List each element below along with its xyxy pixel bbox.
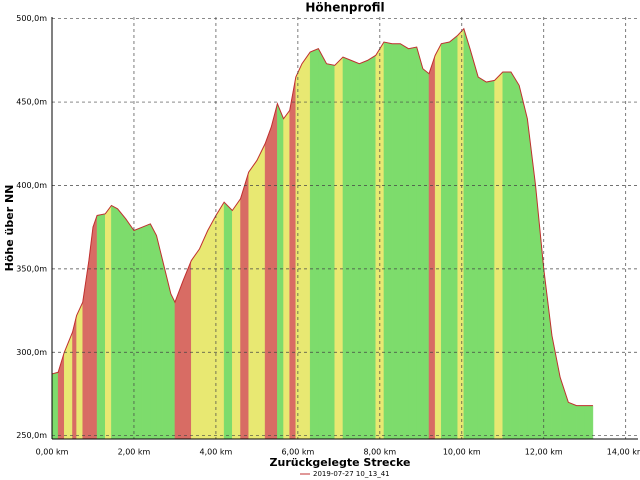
area-segment (92, 215, 98, 440)
area-segment (223, 201, 233, 440)
area-segment (170, 293, 176, 440)
area-segment (576, 405, 585, 440)
y-tick-label: 250,0m (16, 431, 47, 440)
x-tick-label: 2,00 km (118, 448, 151, 457)
area-segment (256, 143, 266, 440)
area-segment (277, 103, 284, 440)
area-segment (96, 213, 106, 440)
area-segment (408, 46, 417, 440)
area-segment (559, 377, 569, 440)
area-segment (105, 204, 112, 440)
x-tick-label: 4,00 km (200, 448, 233, 457)
area-segment (117, 208, 127, 440)
area-segment (199, 230, 208, 440)
area-segment (359, 59, 368, 440)
area-segment (264, 127, 272, 440)
area-segment (141, 223, 151, 440)
area-segment (283, 109, 290, 440)
area-segment (434, 43, 442, 440)
area-segment (527, 118, 536, 440)
area-segment (391, 43, 401, 440)
area-segment (232, 198, 241, 440)
area-segment (51, 371, 59, 440)
area-segment (568, 401, 577, 440)
area-segment (422, 68, 430, 440)
x-axis-title: Zurückgelegte Strecke (270, 456, 411, 469)
y-tick-label: 400,0m (16, 181, 47, 190)
area-segment (494, 71, 504, 440)
area-segment (383, 41, 393, 440)
area-segment (543, 268, 553, 440)
area-segment (295, 63, 303, 440)
area-segment (367, 54, 376, 440)
area-segment (82, 260, 90, 440)
profile-line (51, 27, 593, 407)
area-segment (240, 172, 249, 440)
y-tick-label: 300,0m (16, 348, 47, 357)
area-segment (289, 77, 297, 440)
area-segment (76, 302, 83, 440)
legend-label: 2019-07-27 10_13_41 (313, 470, 390, 478)
area-segment (469, 48, 479, 440)
area-segment (301, 51, 311, 440)
area-segment (400, 43, 409, 440)
area-segment (111, 205, 118, 440)
area-segment (191, 248, 200, 440)
area-segment (551, 335, 561, 440)
x-tick-label: 14,00 km (607, 448, 640, 457)
area-segment (248, 159, 258, 440)
area-segment (156, 235, 163, 440)
area-segment (207, 215, 217, 440)
x-tick-label: 6,00 km (281, 448, 314, 457)
y-tick-label: 500,0m (16, 14, 47, 23)
y-axis-title: Höhe über NN (3, 185, 16, 272)
area-segment (318, 48, 327, 440)
area-segment (215, 201, 225, 440)
area-segment (309, 48, 319, 440)
y-tick-label: 350,0m (16, 264, 47, 273)
area-segment (174, 280, 184, 440)
x-tick-label: 12,00 km (525, 448, 563, 457)
area-segment (133, 226, 143, 440)
area-segment (518, 85, 528, 440)
area-segment (477, 76, 487, 440)
area-segment (57, 352, 65, 440)
area-segment (125, 218, 135, 440)
y-tick-label: 450,0m (16, 98, 47, 107)
area-segment (350, 59, 360, 440)
area-segment (428, 55, 436, 440)
area-segment (150, 223, 157, 440)
area-segment (463, 28, 471, 440)
area-segment (486, 80, 495, 440)
area-segment (441, 41, 450, 440)
area-segment (182, 260, 192, 440)
area-segment (342, 56, 352, 440)
x-tick-label: 0,00 km (36, 448, 69, 457)
area-segment (457, 28, 465, 440)
x-tick-label: 8,00 km (363, 448, 396, 457)
area-segment (334, 56, 344, 440)
area-segment (326, 63, 336, 440)
x-tick-label: 10,00 km (443, 448, 481, 457)
area-segment (72, 315, 77, 440)
area-segment (416, 46, 424, 440)
area-segment (270, 103, 278, 440)
area-segment (584, 405, 594, 440)
area-segment (510, 71, 520, 440)
area-segment (449, 34, 458, 440)
chart-title: Höhenprofil (305, 1, 384, 15)
area-segment (502, 71, 512, 440)
